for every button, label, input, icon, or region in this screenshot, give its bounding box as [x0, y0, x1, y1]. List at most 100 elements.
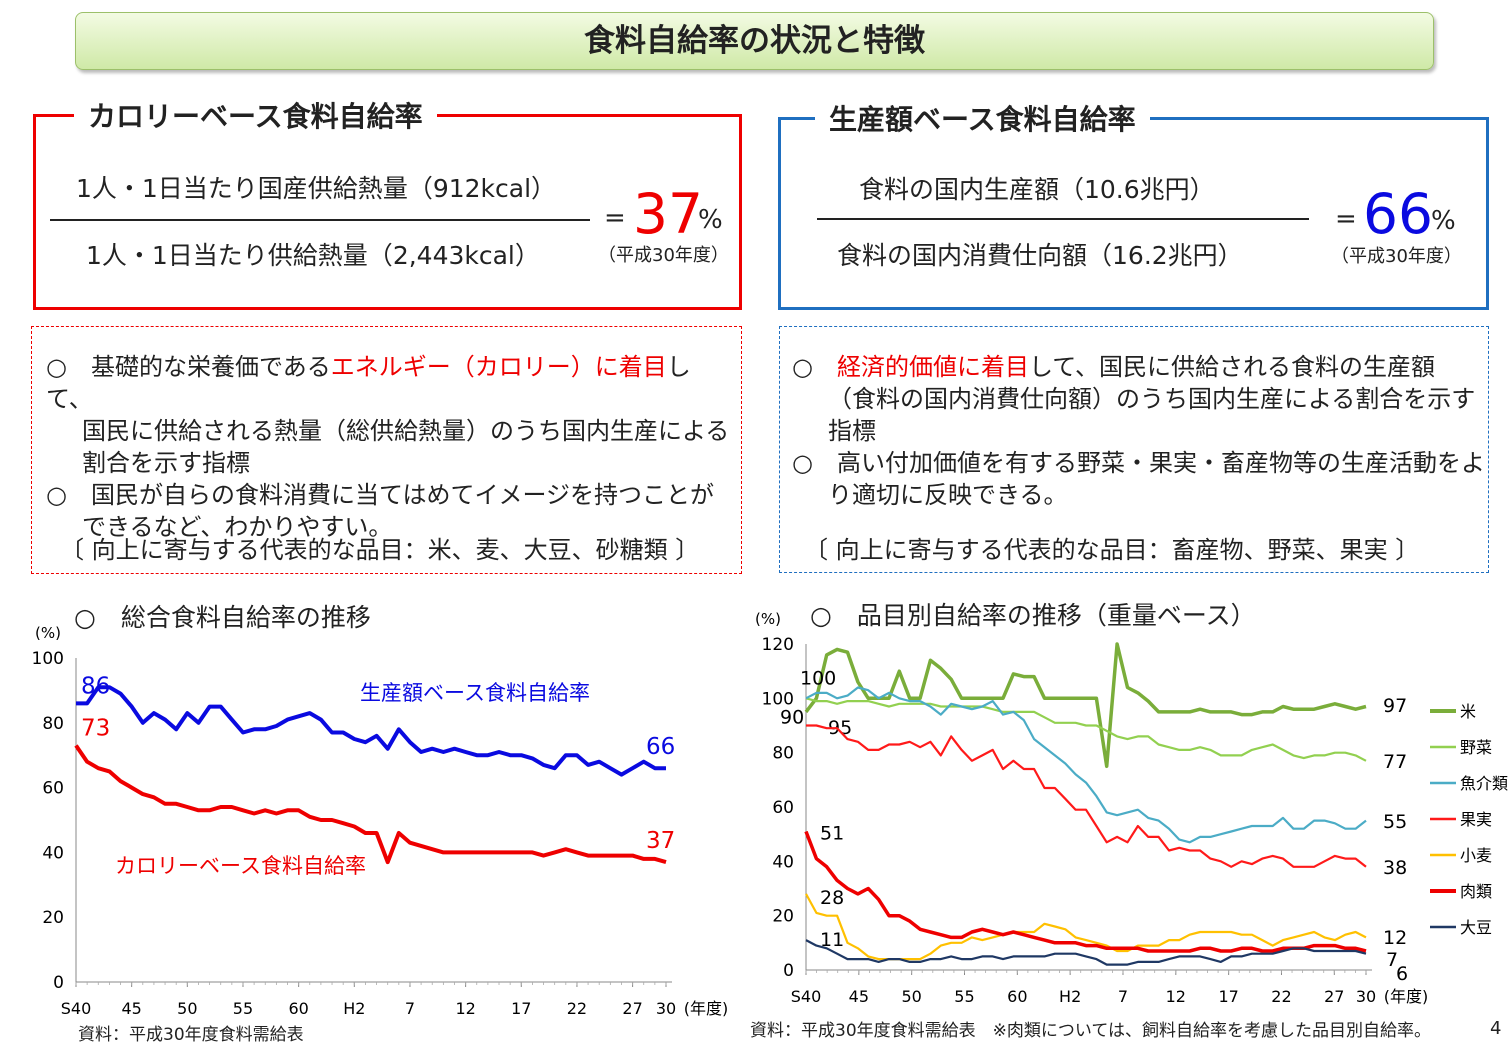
x-tick-label: 17 [511, 999, 531, 1018]
x-tick-label: 30 [1356, 987, 1376, 1006]
x-tick-label: 45 [849, 987, 869, 1006]
legend-label-6: 肉類 [1460, 882, 1492, 901]
x-tick-label: 55 [233, 999, 253, 1018]
calorie-value: 37 [633, 182, 703, 246]
production-formula-box: 生産額ベース食料自給率 食料の国内生産額（10.6兆円） 食料の国内消費仕向額（… [778, 98, 1489, 310]
calorie-desc2: ○ 国民が自らの食料消費に当てはめてイメージを持つことができるなど、わかりやすい… [46, 481, 714, 541]
series-end-label: 55 [1383, 811, 1407, 833]
series-line-2 [74, 744, 667, 865]
series-line-3 [805, 686, 1367, 844]
x-tick-label: 45 [121, 999, 141, 1018]
x-tick-label: H2 [1059, 987, 1081, 1006]
x-tick-label: 27 [622, 999, 642, 1018]
series-line-7 [805, 939, 1367, 966]
production-desc1-post: して、国民に供給される食料の生産額 [1028, 353, 1436, 381]
y-tick-label: 100 [32, 649, 64, 669]
y-tick-label: 60 [42, 779, 64, 799]
production-equals: = [1335, 204, 1357, 234]
x-tick-label: 22 [567, 999, 587, 1018]
x-tick-label: 30 [656, 999, 676, 1018]
legend-label-2: 野菜 [1460, 738, 1492, 757]
production-numerator: 食料の国内生産額（10.6兆円） [859, 175, 1215, 204]
series-start-label: 73 [81, 715, 110, 741]
x-tick-label: S40 [61, 999, 92, 1018]
page-title: 食料自給率の状況と特徴 [75, 12, 1434, 70]
x-tick-label: 55 [954, 987, 974, 1006]
left-source: 資料：平成30年度食料需給表 [78, 1025, 304, 1045]
calorie-denominator: 1人・1日当たり供給熱量（2,443kcal） [86, 241, 540, 270]
series-line-4 [806, 724, 1367, 868]
calorie-unit: % [698, 205, 723, 235]
y-tick-label: 120 [762, 635, 794, 655]
left-chart-title: ○ 総合食料自給率の推移 [74, 603, 371, 632]
series-line-6 [804, 830, 1367, 953]
series-start-label: 28 [820, 887, 844, 909]
y-tick-label: 20 [42, 908, 64, 928]
production-fiscal-year: （平成30年度） [1331, 246, 1462, 267]
calorie-items: 〔 向上に寄与する代表的な品目：米、麦、大豆、砂糖類 〕 [60, 536, 700, 564]
y-axis-unit: (%) [35, 624, 61, 642]
series-end-label: 7 [1386, 949, 1398, 971]
series-end-label: 37 [646, 828, 675, 854]
y-tick-label: 0 [53, 973, 64, 993]
calorie-desc1-pre: ○ 基礎的な栄養価である [46, 353, 331, 381]
series-end-label: 66 [646, 734, 675, 760]
x-tick-label: 27 [1324, 987, 1344, 1006]
y-axis-unit: (%) [755, 610, 781, 628]
series-end-label: 77 [1383, 751, 1407, 773]
x-tick-label: 60 [288, 999, 308, 1018]
series-end-label: 97 [1383, 695, 1407, 717]
calorie-desc1-post: して、 [46, 353, 691, 413]
right-source: 資料：平成30年度食料需給表 ※肉類については、飼料自給率を考慮した品目別自給率… [750, 1021, 1432, 1041]
production-unit: % [1431, 206, 1456, 236]
x-tick-label: 60 [1007, 987, 1027, 1006]
x-tick-label: 7 [405, 999, 415, 1018]
y-tick-label: 40 [42, 843, 64, 863]
production-description: ○ 経済的価値に着目して、国民に供給される食料の生産額 （食料の国内消費仕向額）… [792, 351, 1486, 511]
x-tick-label: 22 [1271, 987, 1291, 1006]
calorie-desc1-continued: 国民に供給される熱量（総供給熱量）のうち国内生産による割合を示す指標 [82, 417, 730, 477]
legend-label-1: 米 [1460, 702, 1476, 721]
x-axis-unit: (年度) [684, 999, 729, 1018]
production-fraction-line [817, 218, 1309, 220]
legend-label-4: 果実 [1460, 810, 1492, 829]
x-axis-unit: (年度) [1384, 987, 1429, 1006]
series-start-label: 100 [800, 667, 836, 689]
calorie-desc1-highlight: エネルギー（カロリー）に着目 [330, 353, 667, 381]
series-end-label: 38 [1383, 857, 1407, 879]
x-tick-label: 50 [901, 987, 921, 1006]
y-tick-label: 100 [762, 689, 794, 709]
series-end-label: 12 [1383, 927, 1407, 949]
x-tick-label: S40 [791, 987, 822, 1006]
calorie-numerator: 1人・1日当たり国産供給熱量（912kcal） [76, 174, 557, 203]
calorie-fiscal-year: （平成30年度） [598, 245, 729, 266]
series-line-1 [76, 685, 666, 777]
series-start-label: 86 [81, 673, 110, 699]
production-desc1-continued: （食料の国内消費仕向額）のうち国内生産による割合を示す指標 [828, 385, 1476, 445]
legend-label-7: 大豆 [1460, 918, 1492, 937]
y-tick-label: 80 [772, 744, 794, 764]
y-tick-label: 60 [772, 798, 794, 818]
right-chart-title: ○ 品目別自給率の推移（重量ベース） [810, 601, 1256, 630]
production-value: 66 [1363, 182, 1433, 246]
x-tick-label: 7 [1118, 987, 1128, 1006]
series-start-label: 90 [780, 707, 804, 729]
calorie-equals: = [604, 203, 626, 233]
series-end-label: 6 [1396, 963, 1408, 985]
y-tick-label: 40 [772, 852, 794, 872]
legend-label-5: 小麦 [1460, 846, 1492, 865]
calorie-formula-box: カロリーベース食料自給率 1人・1日当たり国産供給熱量（912kcal） 1人・… [33, 95, 742, 310]
production-desc2: ○ 高い付加価値を有する野菜・果実・畜産物等の生産活動をより適切に反映できる。 [792, 449, 1485, 509]
x-tick-label: H2 [343, 999, 365, 1018]
production-heading: 生産額ベース食料自給率 [815, 98, 1150, 138]
x-tick-label: 50 [177, 999, 197, 1018]
y-tick-label: 80 [42, 714, 64, 734]
y-tick-label: 0 [783, 961, 794, 981]
x-tick-label: 17 [1218, 987, 1238, 1006]
y-tick-label: 20 [772, 907, 794, 927]
series-line-1 [804, 642, 1367, 769]
production-denominator: 食料の国内消費仕向額（16.2兆円） [837, 241, 1243, 270]
series-start-label: 95 [828, 717, 852, 739]
calorie-fraction-line [50, 219, 590, 221]
